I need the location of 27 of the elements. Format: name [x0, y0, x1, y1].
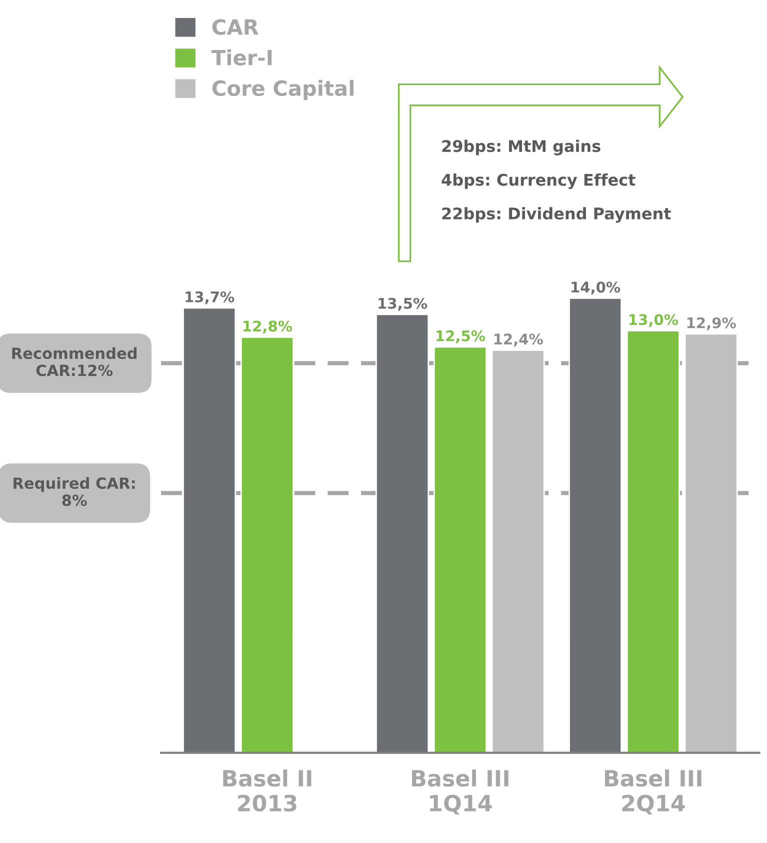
data-label: 13,7% [186, 291, 234, 304]
data-label: 12,5% [436, 330, 486, 344]
bar [568, 298, 622, 753]
data-label: 14,0% [572, 282, 620, 294]
text: 29bps: MtM gains [442, 140, 600, 156]
data-label: 12,8% [244, 320, 292, 334]
x-tick-label: Basel III 1Q14 [412, 769, 508, 814]
legend-label: Core Capital [212, 80, 354, 100]
bar [684, 333, 738, 753]
data-label: 12,4% [494, 334, 543, 346]
data-label: 13,5% [378, 298, 428, 311]
legend-label: CAR [212, 19, 258, 35]
bar [240, 336, 294, 753]
ref-line-label: Required CAR: 8% [14, 477, 135, 506]
data-label: 12,9% [687, 317, 736, 330]
data-label: 13,0% [630, 314, 678, 327]
bar [626, 330, 680, 753]
bar [182, 307, 236, 753]
x-tick-label: Basel II 2013 [223, 769, 312, 812]
legend-label: Tier-I [212, 49, 272, 66]
bar [491, 349, 545, 753]
bar [376, 314, 430, 753]
text: 22bps: Dividend Payment [442, 207, 671, 223]
text: 4bps: Currency Effect [442, 173, 636, 190]
bar [433, 346, 487, 753]
ref-line-label: Recommended CAR:12% [12, 347, 137, 376]
x-tick-label: Basel III 2Q14 [605, 769, 702, 814]
